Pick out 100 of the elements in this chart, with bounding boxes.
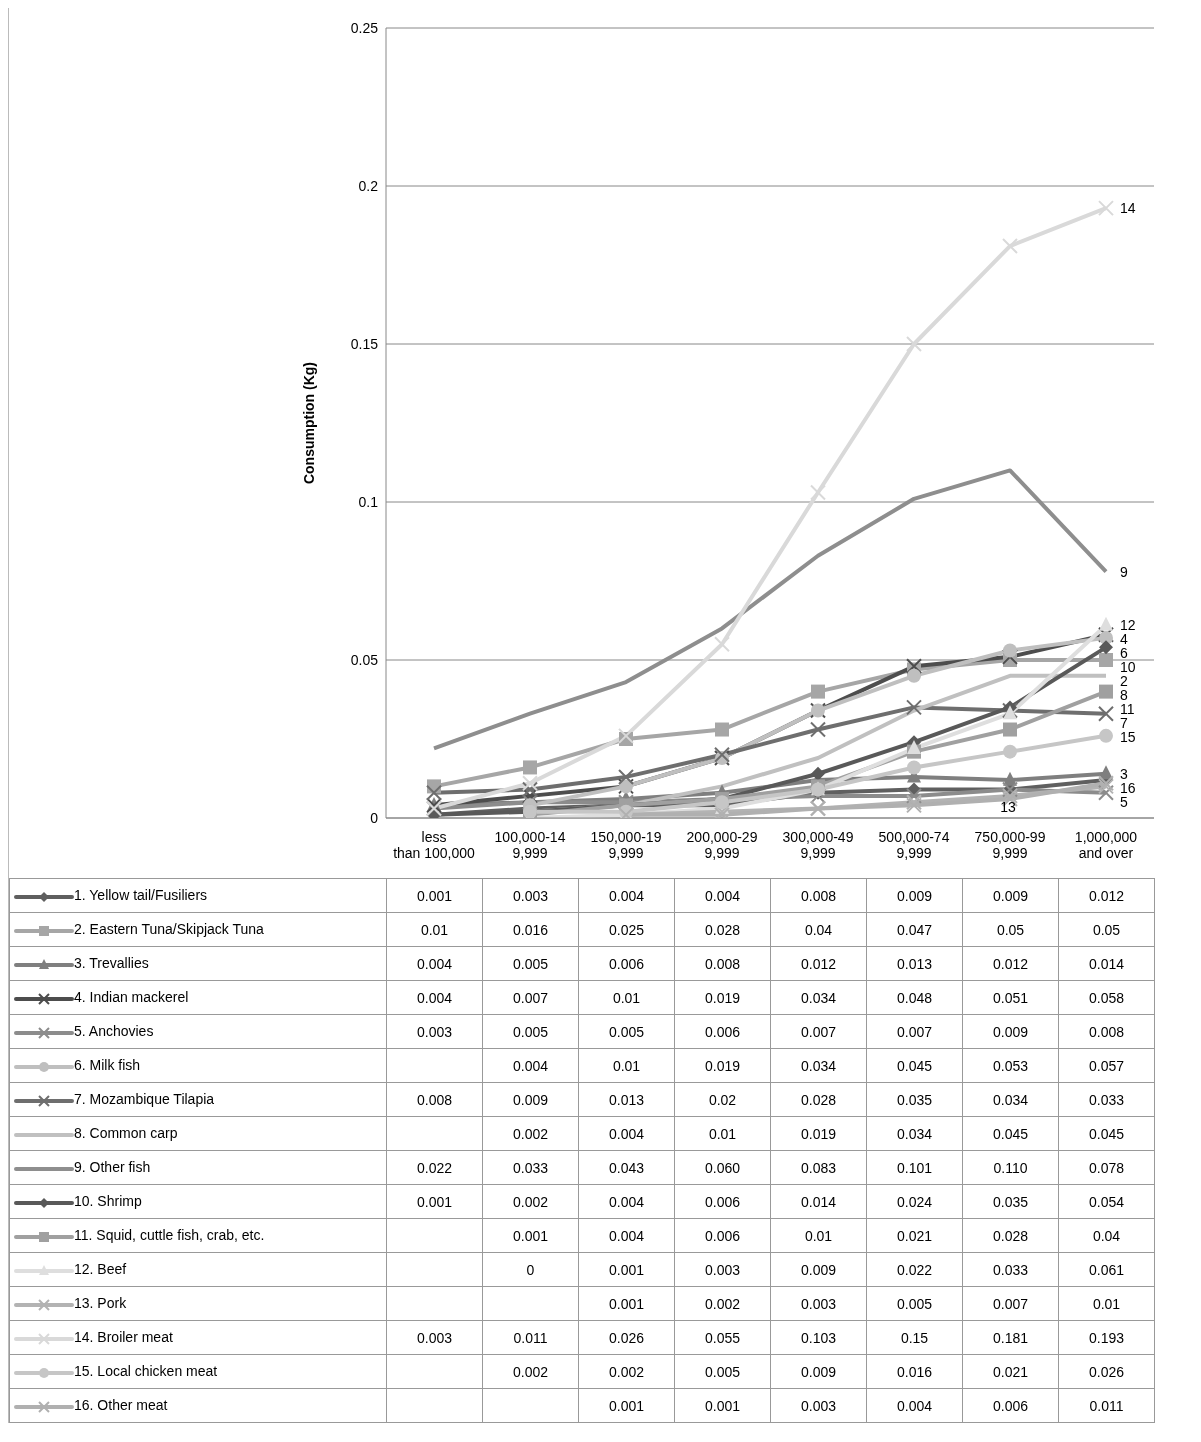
data-label: 0.006 <box>674 1218 771 1253</box>
data-label: 0.024 <box>866 1184 963 1219</box>
data-label: 0.028 <box>962 1218 1059 1253</box>
data-label: 0.001 <box>386 878 483 913</box>
data-label: 0.033 <box>1058 1082 1155 1117</box>
data-label: 0.014 <box>1058 946 1155 981</box>
annotation: 15 <box>1120 729 1136 746</box>
data-label: 0.047 <box>866 912 963 947</box>
data-label: 0.008 <box>1058 1014 1155 1049</box>
data-label: 0.055 <box>674 1320 771 1355</box>
legend-label: 4. Indian mackerel <box>74 989 189 1006</box>
data-label: 0.007 <box>482 980 579 1015</box>
data-label: 0.110 <box>962 1150 1059 1185</box>
data-label: 0.012 <box>770 946 867 981</box>
data-label: 0.05 <box>962 912 1059 947</box>
data-label: 0.004 <box>386 946 483 981</box>
legend-label: 10. Shrimp <box>74 1193 142 1210</box>
y-axis-title: Consumption (Kg) <box>300 361 317 485</box>
data-label: 0.045 <box>1058 1116 1155 1151</box>
data-label: 0.004 <box>482 1048 579 1083</box>
data-label: 0.013 <box>866 946 963 981</box>
data-label: 0.057 <box>1058 1048 1155 1083</box>
data-label: 0.003 <box>770 1388 867 1423</box>
data-label: 0.01 <box>1058 1286 1155 1321</box>
data-label: 0.014 <box>770 1184 867 1219</box>
data-label: 0.003 <box>386 1014 483 1049</box>
data-label: 0.003 <box>482 878 579 913</box>
data-label: 0.028 <box>770 1082 867 1117</box>
data-label: 0.034 <box>770 1048 867 1083</box>
data-label: 0.003 <box>386 1320 483 1355</box>
data-label: 0.083 <box>770 1150 867 1185</box>
annotation: 5 <box>1120 793 1128 810</box>
y-tick-label: 0.05 <box>350 651 379 668</box>
annotation: 3 <box>1120 765 1128 782</box>
data-label: 0.04 <box>1058 1218 1155 1253</box>
data-label: 0.02 <box>674 1082 771 1117</box>
y-tick-label: 0.15 <box>350 335 379 352</box>
data-label: 0.006 <box>962 1388 1059 1423</box>
data-label: 0.034 <box>770 980 867 1015</box>
data-label: 0.001 <box>578 1388 675 1423</box>
data-label: 0.01 <box>674 1116 771 1151</box>
data-label: 0.007 <box>866 1014 963 1049</box>
x-tick-label: less than 100,000 <box>393 829 476 861</box>
data-label: 0.033 <box>482 1150 579 1185</box>
data-label: 0.019 <box>770 1116 867 1151</box>
data-label: 0.006 <box>578 946 675 981</box>
data-label: 0.043 <box>578 1150 675 1185</box>
data-label: 0.006 <box>674 1184 771 1219</box>
data-label: 0.011 <box>1058 1388 1155 1423</box>
data-label: 0.045 <box>866 1048 963 1083</box>
data-label: 0.001 <box>674 1388 771 1423</box>
data-label: 0.002 <box>482 1184 579 1219</box>
annotation: 9 <box>1120 563 1128 580</box>
legend-label: 12. Beef <box>74 1261 127 1278</box>
data-label: 0.05 <box>1058 912 1155 947</box>
data-label: 0.028 <box>674 912 771 947</box>
data-label: 0.002 <box>578 1354 675 1389</box>
data-label: 0.002 <box>482 1116 579 1151</box>
annotation: 11 <box>1120 701 1135 718</box>
annotation: 13 <box>1000 798 1016 815</box>
x-tick-label: 100,000-149,999 <box>494 829 566 861</box>
data-label: 0.019 <box>674 1048 771 1083</box>
data-label: 0.022 <box>866 1252 963 1287</box>
data-label: 0.025 <box>578 912 675 947</box>
data-label: 0.005 <box>866 1286 963 1321</box>
data-label: 0.035 <box>962 1184 1059 1219</box>
legend-label: 15. Local chicken meat <box>74 1363 218 1380</box>
data-label: 0.004 <box>386 980 483 1015</box>
annotation: 4 <box>1120 631 1128 648</box>
data-label: 0.01 <box>578 1048 675 1083</box>
x-tick-label: 500,000-749,999 <box>878 829 950 861</box>
data-label: 0.001 <box>578 1286 675 1321</box>
data-label: 0.005 <box>578 1014 675 1049</box>
data-label: 0.021 <box>962 1354 1059 1389</box>
annotation: 7 <box>1120 715 1128 732</box>
x-tick-label: 1,000,000 and over <box>1074 829 1138 861</box>
data-label: 0.001 <box>578 1252 675 1287</box>
annotation: 8 <box>1120 687 1128 704</box>
legend-label: 2. Eastern Tuna/Skipjack Tuna <box>74 921 264 938</box>
data-label: 0.008 <box>386 1082 483 1117</box>
data-label: 0.004 <box>674 878 771 913</box>
data-label: 0.004 <box>578 1184 675 1219</box>
data-label: 0 <box>482 1252 579 1287</box>
legend-label: 3. Trevallies <box>74 955 149 972</box>
data-label: 0.009 <box>770 1252 867 1287</box>
legend-label: 7. Mozambique Tilapia <box>74 1091 215 1108</box>
annotation: 12 <box>1120 617 1136 634</box>
legend-label: 1. Yellow tail/Fusiliers <box>74 887 208 904</box>
data-label: 0.009 <box>770 1354 867 1389</box>
data-label: 0.003 <box>674 1252 771 1287</box>
data-label: 0.006 <box>674 1014 771 1049</box>
legend-label: 13. Pork <box>74 1295 127 1312</box>
legend-label: 5. Anchovies <box>74 1023 154 1040</box>
data-label: 0.01 <box>578 980 675 1015</box>
x-tick-label: 200,000-299,999 <box>686 829 758 861</box>
data-label: 0.012 <box>1058 878 1155 913</box>
x-tick-label: 150,000-199,999 <box>590 829 662 861</box>
data-label: 0.058 <box>1058 980 1155 1015</box>
data-label: 0.003 <box>770 1286 867 1321</box>
data-label: 0.060 <box>674 1150 771 1185</box>
